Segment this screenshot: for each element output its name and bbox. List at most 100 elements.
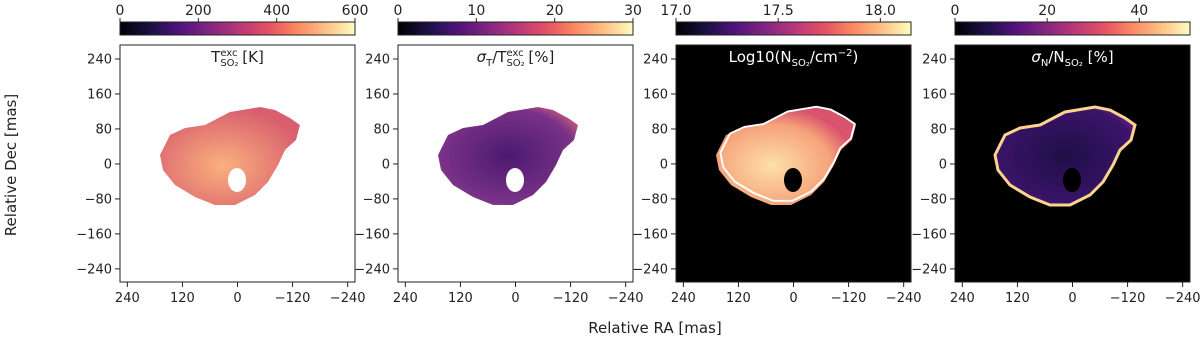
map [993, 105, 1137, 207]
x-tick-label: 0 [233, 291, 241, 306]
contour [719, 105, 856, 202]
title-part: [K] [238, 48, 264, 66]
x-tick-label: 120 [448, 291, 473, 306]
x-tick-label: 240 [950, 291, 975, 306]
title-part: SO₂ [1065, 58, 1083, 69]
x-tick-label: −240 [608, 291, 644, 306]
colorbar [954, 21, 1191, 36]
map [438, 107, 578, 205]
x-tick-label: 240 [393, 291, 418, 306]
title-part: T [210, 48, 221, 66]
panel-title: TSO₂exc [K] [210, 48, 264, 69]
title-part: [%] [524, 48, 555, 66]
y-tick-label: −80 [920, 192, 947, 207]
colorbar-tick-label: 10 [467, 3, 485, 19]
y-tick-label: 80 [373, 122, 390, 137]
x-tick-label: −120 [275, 291, 311, 306]
hole [228, 168, 246, 192]
y-tick-label: −240 [76, 262, 112, 277]
title-part: SO₂ [792, 58, 810, 69]
y-tick-label: −240 [911, 262, 947, 277]
map [716, 105, 856, 205]
x-tick-label: 0 [511, 291, 519, 306]
title-part: Log10(N [729, 48, 792, 66]
title-part: /T [492, 48, 507, 66]
title-part: σ [1031, 48, 1041, 66]
y-tick-label: −160 [354, 227, 390, 242]
map-region [993, 105, 1137, 207]
y-tick-label: −160 [76, 227, 112, 242]
colorbar [397, 21, 634, 36]
y-axis-label: Relative Dec [mas] [2, 94, 20, 236]
x-tick-label: 240 [115, 291, 140, 306]
colorbar-tick-label: 17.5 [763, 3, 794, 19]
y-tick-label: 160 [922, 87, 947, 102]
title-part: T [485, 58, 493, 69]
title-part: −2 [838, 48, 853, 59]
y-tick-label: 240 [643, 52, 668, 67]
title-part: exc [220, 48, 237, 59]
title-part: [%] [1083, 48, 1114, 66]
colorbar-tick-label: 20 [1038, 3, 1056, 19]
x-tick-label: 120 [170, 291, 195, 306]
y-tick-label: −240 [354, 262, 390, 277]
colorbar-tick-label: 30 [624, 3, 642, 19]
title-part: SO₂ [220, 58, 238, 69]
x-tick-label: 120 [726, 291, 751, 306]
y-tick-label: −240 [632, 262, 668, 277]
colorbar-tick-label: 0 [951, 3, 960, 19]
colorbar [675, 21, 912, 36]
x-tick-label: −240 [330, 291, 366, 306]
hole [784, 168, 802, 192]
title-part: σ [477, 48, 487, 66]
y-tick-label: −80 [641, 192, 668, 207]
x-tick-label: 120 [1005, 291, 1030, 306]
y-tick-label: −160 [911, 227, 947, 242]
title-part: N [1041, 58, 1048, 69]
y-tick-label: 0 [104, 157, 112, 172]
map-region [160, 107, 300, 205]
y-tick-label: 160 [643, 87, 668, 102]
y-tick-label: 160 [365, 87, 390, 102]
x-tick-label: 240 [671, 291, 696, 306]
y-tick-label: 80 [95, 122, 112, 137]
colorbar-tick-label: 0 [394, 3, 403, 19]
title-part: /cm [810, 48, 838, 66]
y-tick-label: 240 [87, 52, 112, 67]
x-tick-label: 0 [789, 291, 797, 306]
y-tick-label: 0 [660, 157, 668, 172]
y-tick-label: −80 [85, 192, 112, 207]
panel-title: Log10(NSO₂/cm−2) [729, 48, 859, 69]
x-tick-label: −120 [831, 291, 867, 306]
colorbar [119, 21, 356, 36]
x-tick-label: −240 [1165, 291, 1200, 306]
y-tick-label: 0 [939, 157, 947, 172]
colorbar-tick-label: 40 [1130, 3, 1148, 19]
panel-title: σN/NSO₂ [%] [1031, 48, 1113, 69]
title-part: SO₂ [506, 58, 524, 69]
y-tick-label: 0 [382, 157, 390, 172]
colorbar-tick-label: 200 [185, 3, 212, 19]
colorbar-tick-label: 17.0 [660, 3, 691, 19]
title-part: exc [506, 48, 523, 59]
colorbar-tick-label: 18.0 [865, 3, 896, 19]
y-tick-label: 80 [930, 122, 947, 137]
y-tick-label: 160 [87, 87, 112, 102]
y-tick-label: −160 [632, 227, 668, 242]
colorbar-tick-label: 400 [263, 3, 290, 19]
hole [506, 168, 524, 192]
hole [1063, 168, 1081, 192]
x-tick-label: 0 [1068, 291, 1076, 306]
title-part: /N [1048, 48, 1064, 66]
title-part: ) [853, 48, 859, 66]
panel-title: σT/TSO₂exc [%] [477, 48, 555, 69]
x-tick-label: −120 [553, 291, 589, 306]
y-tick-label: 240 [365, 52, 390, 67]
colorbar-tick-label: 0 [116, 3, 125, 19]
y-tick-label: −80 [363, 192, 390, 207]
map [160, 107, 300, 205]
colorbar-tick-label: 20 [546, 3, 564, 19]
y-tick-label: 80 [651, 122, 668, 137]
x-tick-label: −120 [1110, 291, 1146, 306]
